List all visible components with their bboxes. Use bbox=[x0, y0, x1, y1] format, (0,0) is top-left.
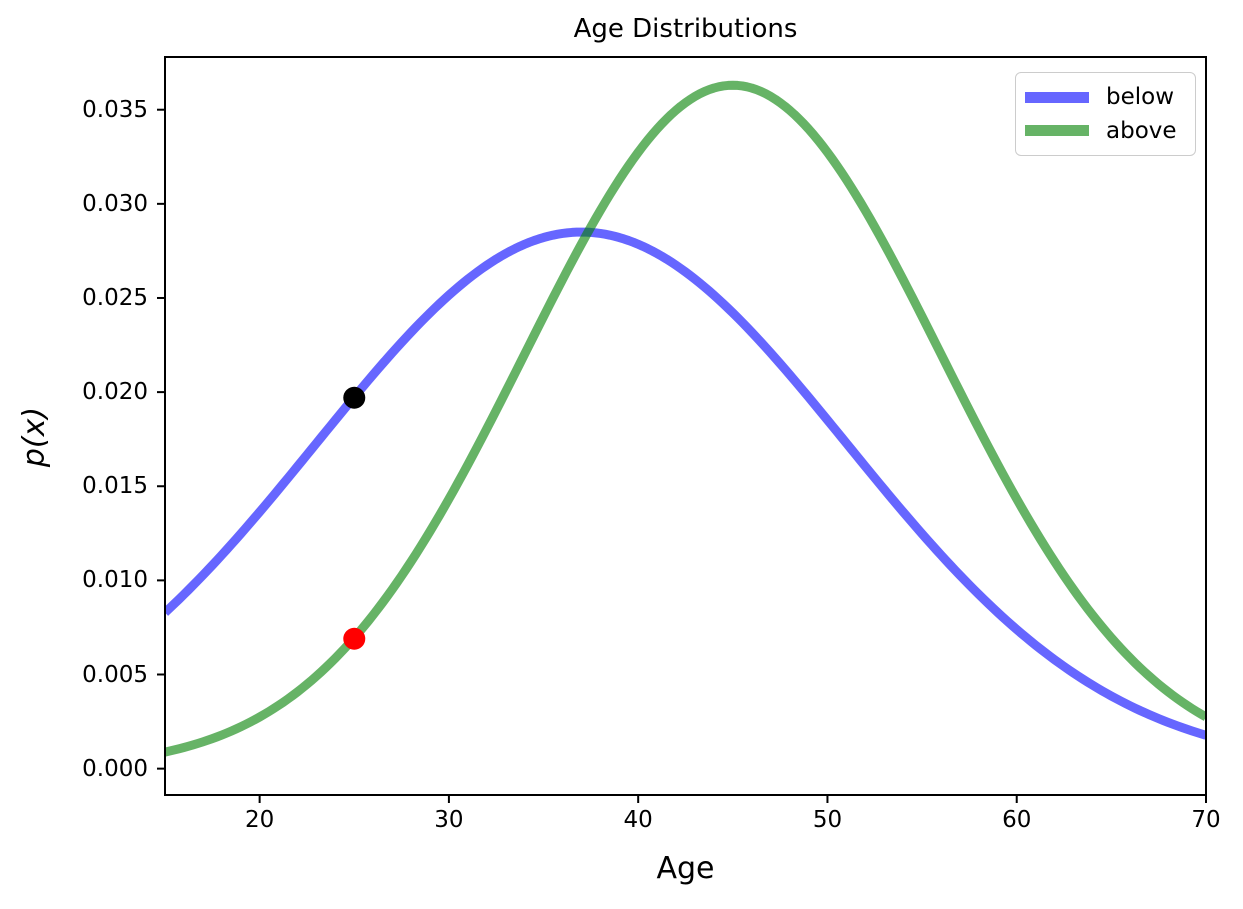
x-tick-label: 40 bbox=[623, 807, 653, 833]
curves-layer bbox=[165, 80, 1206, 757]
ticks-layer bbox=[157, 108, 1207, 803]
x-tick-label: 50 bbox=[812, 807, 843, 833]
x-tick-label: 20 bbox=[244, 807, 275, 833]
chart-title: Age Distributions bbox=[573, 14, 798, 44]
below-line-swatch bbox=[1025, 91, 1089, 103]
below-curve bbox=[165, 227, 1206, 740]
legend: below above bbox=[1015, 72, 1196, 156]
black-point bbox=[343, 386, 366, 409]
y-tick-label: 0.030 bbox=[82, 190, 148, 217]
y-tick-label: 0.025 bbox=[82, 284, 148, 311]
x-tick-label: 60 bbox=[1002, 807, 1032, 833]
y-tick-label: 0.010 bbox=[82, 567, 148, 594]
x-axis-label: Age bbox=[656, 851, 715, 886]
legend-label-below: below bbox=[1106, 84, 1175, 111]
red-point bbox=[343, 627, 366, 650]
y-tick-label: 0.035 bbox=[82, 96, 148, 123]
above-curve bbox=[165, 80, 1206, 757]
y-tick-label: 0.000 bbox=[82, 755, 148, 782]
legend-item-below: below bbox=[1025, 84, 1189, 110]
y-tick-label: 0.015 bbox=[82, 473, 148, 500]
x-tick-label: 30 bbox=[434, 807, 464, 833]
plot-border bbox=[164, 56, 1207, 796]
y-tick-label: 0.005 bbox=[82, 661, 148, 688]
y-axis-label: p(x) bbox=[17, 406, 52, 468]
y-tick-label: 0.020 bbox=[82, 379, 148, 406]
points-layer bbox=[343, 386, 366, 650]
legend-label-above: above bbox=[1106, 117, 1177, 144]
legend-item-above: above bbox=[1025, 118, 1189, 144]
above-line-swatch bbox=[1025, 125, 1089, 137]
x-tick-label: 70 bbox=[1191, 807, 1221, 833]
